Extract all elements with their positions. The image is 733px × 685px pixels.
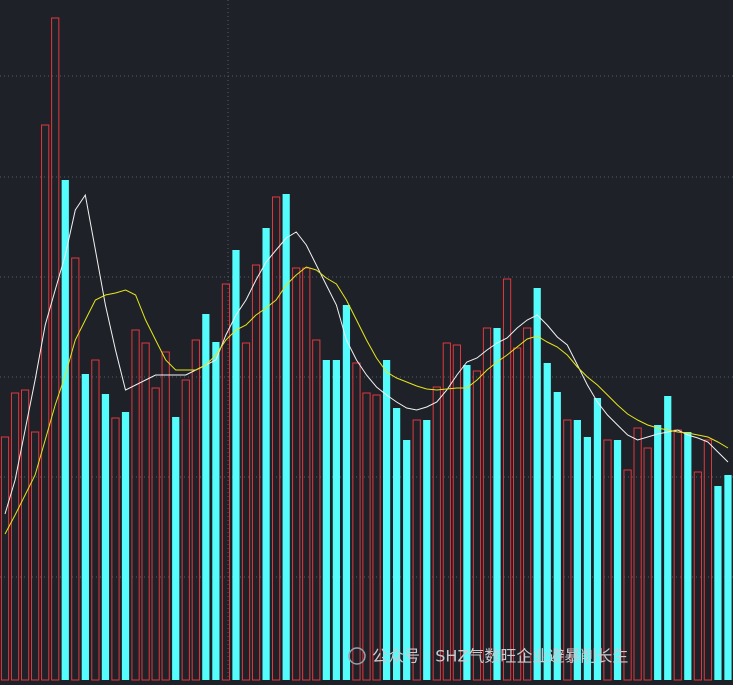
volume-bar xyxy=(613,440,622,680)
volume-bar xyxy=(472,370,482,681)
volume-bar xyxy=(61,180,69,680)
volume-bar xyxy=(502,278,512,681)
watermark-group: 公众号 · SHZ气数旺企业避暴削长生 xyxy=(348,647,628,666)
volume-bar xyxy=(463,365,471,680)
volume-bar xyxy=(393,408,401,680)
volume-bar xyxy=(282,194,290,680)
volume-bar xyxy=(131,329,140,681)
volume-bar xyxy=(693,471,702,681)
volume-bar xyxy=(41,124,50,681)
volume-bar xyxy=(523,327,532,681)
watermark: 公众号 · SHZ气数旺企业避暴削长生 xyxy=(372,647,628,666)
volume-bar xyxy=(623,469,632,681)
volume-bar xyxy=(583,437,592,680)
volume-bar xyxy=(302,267,311,681)
volume-bar xyxy=(423,420,431,680)
volume-bar xyxy=(482,327,492,681)
volume-bar xyxy=(372,394,381,681)
moving-average-line xyxy=(4,266,729,535)
volume-bar xyxy=(141,342,150,681)
volume-bar xyxy=(352,362,361,681)
volume-bar xyxy=(633,427,642,681)
volume-bar xyxy=(251,264,261,681)
volume-bar xyxy=(362,392,371,681)
volume-bar xyxy=(221,283,231,681)
volume-bar xyxy=(493,328,501,680)
volume-bar xyxy=(212,342,220,680)
volume-bar xyxy=(161,351,170,681)
volume-bar xyxy=(593,398,602,680)
volume-bar xyxy=(432,386,441,681)
plot xyxy=(0,17,733,681)
volume-bar xyxy=(412,419,421,681)
volume-bar xyxy=(442,342,451,681)
volume-bar xyxy=(151,387,160,681)
volume-bar xyxy=(573,420,581,680)
volume-bar xyxy=(262,228,270,680)
volume-bar xyxy=(452,344,461,681)
volume-bar xyxy=(643,447,652,681)
volume-bar xyxy=(312,339,321,681)
volume-bar xyxy=(533,288,541,680)
volume-bar xyxy=(342,305,351,680)
volume-bar xyxy=(172,417,180,680)
volume-bar xyxy=(724,475,732,680)
volume-bar xyxy=(714,486,722,680)
volume-bar xyxy=(563,419,572,681)
volume-bar xyxy=(71,257,80,681)
volume-bar xyxy=(684,432,692,680)
volume-bar xyxy=(513,347,522,681)
volume-bar xyxy=(603,439,612,681)
volume-bar xyxy=(292,267,301,681)
volume-bar xyxy=(272,196,281,681)
volume-bar xyxy=(202,314,210,680)
volume-bar xyxy=(51,17,60,681)
volume-bar xyxy=(81,374,89,680)
volume-bar xyxy=(403,440,411,680)
volume-bar xyxy=(31,431,40,681)
volume-bar xyxy=(20,389,30,681)
moving-average-line xyxy=(4,193,729,515)
volume-bar xyxy=(101,394,110,680)
volume-bar xyxy=(232,250,240,680)
volume-bar xyxy=(654,425,662,680)
volume-bar xyxy=(703,439,713,681)
volume-bar xyxy=(10,392,20,681)
volume-bar xyxy=(121,412,130,680)
volume-bar xyxy=(0,436,10,681)
volume-bar xyxy=(111,417,120,681)
volume-bar xyxy=(91,359,100,681)
volume-bar xyxy=(543,363,551,680)
volume-bar xyxy=(332,360,340,680)
volume-bar xyxy=(664,396,672,680)
volume-bar xyxy=(241,342,251,681)
volume-bar xyxy=(322,360,330,680)
volume-bar xyxy=(553,392,561,680)
volume-bar xyxy=(382,360,391,680)
volume-bar xyxy=(191,339,200,681)
volume-bar xyxy=(181,379,190,681)
watermark-icon xyxy=(348,647,366,665)
